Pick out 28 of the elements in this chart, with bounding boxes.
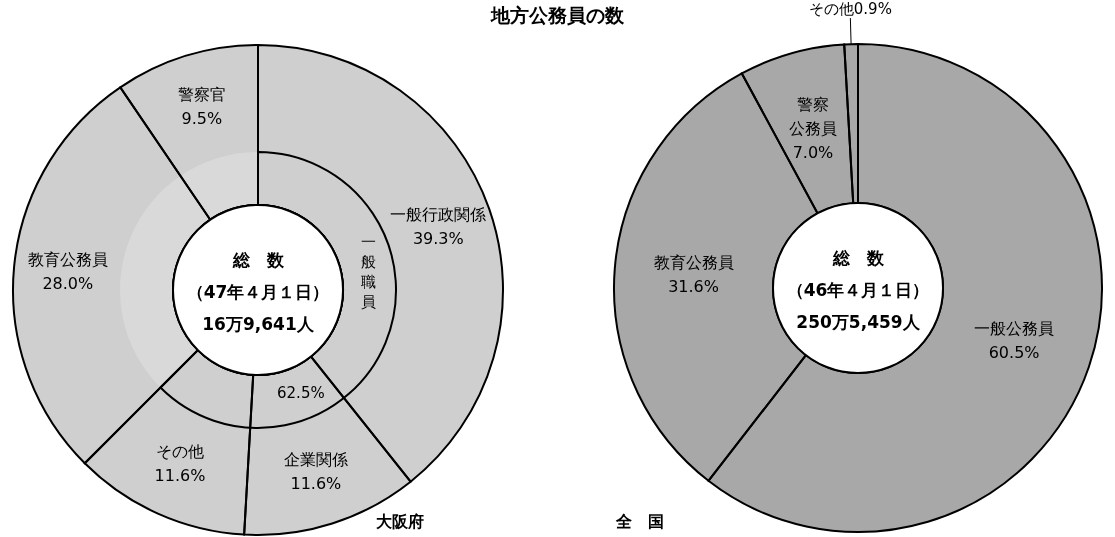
text: 大阪府 <box>376 512 424 531</box>
text: 総 数 <box>231 250 285 270</box>
text: 地方公務員の数 <box>489 4 625 26</box>
data-label: 31.6% <box>668 276 719 296</box>
data-label: 11.6% <box>290 474 342 494</box>
slice-label: 一般行政関係 <box>390 205 487 224</box>
text: 全 国 <box>615 512 664 531</box>
slice-label: その他0.9% <box>808 0 892 19</box>
data-label: 28.0% <box>42 274 94 294</box>
slice-label: 教育公務員 <box>27 250 108 270</box>
text: （47年４月１日） <box>186 282 330 302</box>
text: 250万5,459人 <box>796 312 921 332</box>
text: （46年４月１日） <box>786 280 930 300</box>
slice-label: 一般公務員 <box>974 319 1055 339</box>
text: 総 数 <box>831 248 885 268</box>
slice-label: その他 <box>155 442 204 462</box>
slice-label: 一般職員 <box>361 233 377 312</box>
text: 16万9,641人 <box>202 314 315 334</box>
data-label: 39.3% <box>412 229 464 248</box>
data-label: 11.6% <box>154 466 206 486</box>
data-label: 9.5% <box>181 109 223 129</box>
slice-label: 警察公務員 <box>788 95 837 139</box>
slice-label: 企業関係 <box>283 450 348 470</box>
data-label: 60.5% <box>988 343 1040 363</box>
data-label: 62.5% <box>277 384 325 403</box>
slice-label: 警察官 <box>177 85 226 105</box>
data-label: 7.0% <box>792 143 834 163</box>
slice-label: 教育公務員 <box>653 252 734 272</box>
